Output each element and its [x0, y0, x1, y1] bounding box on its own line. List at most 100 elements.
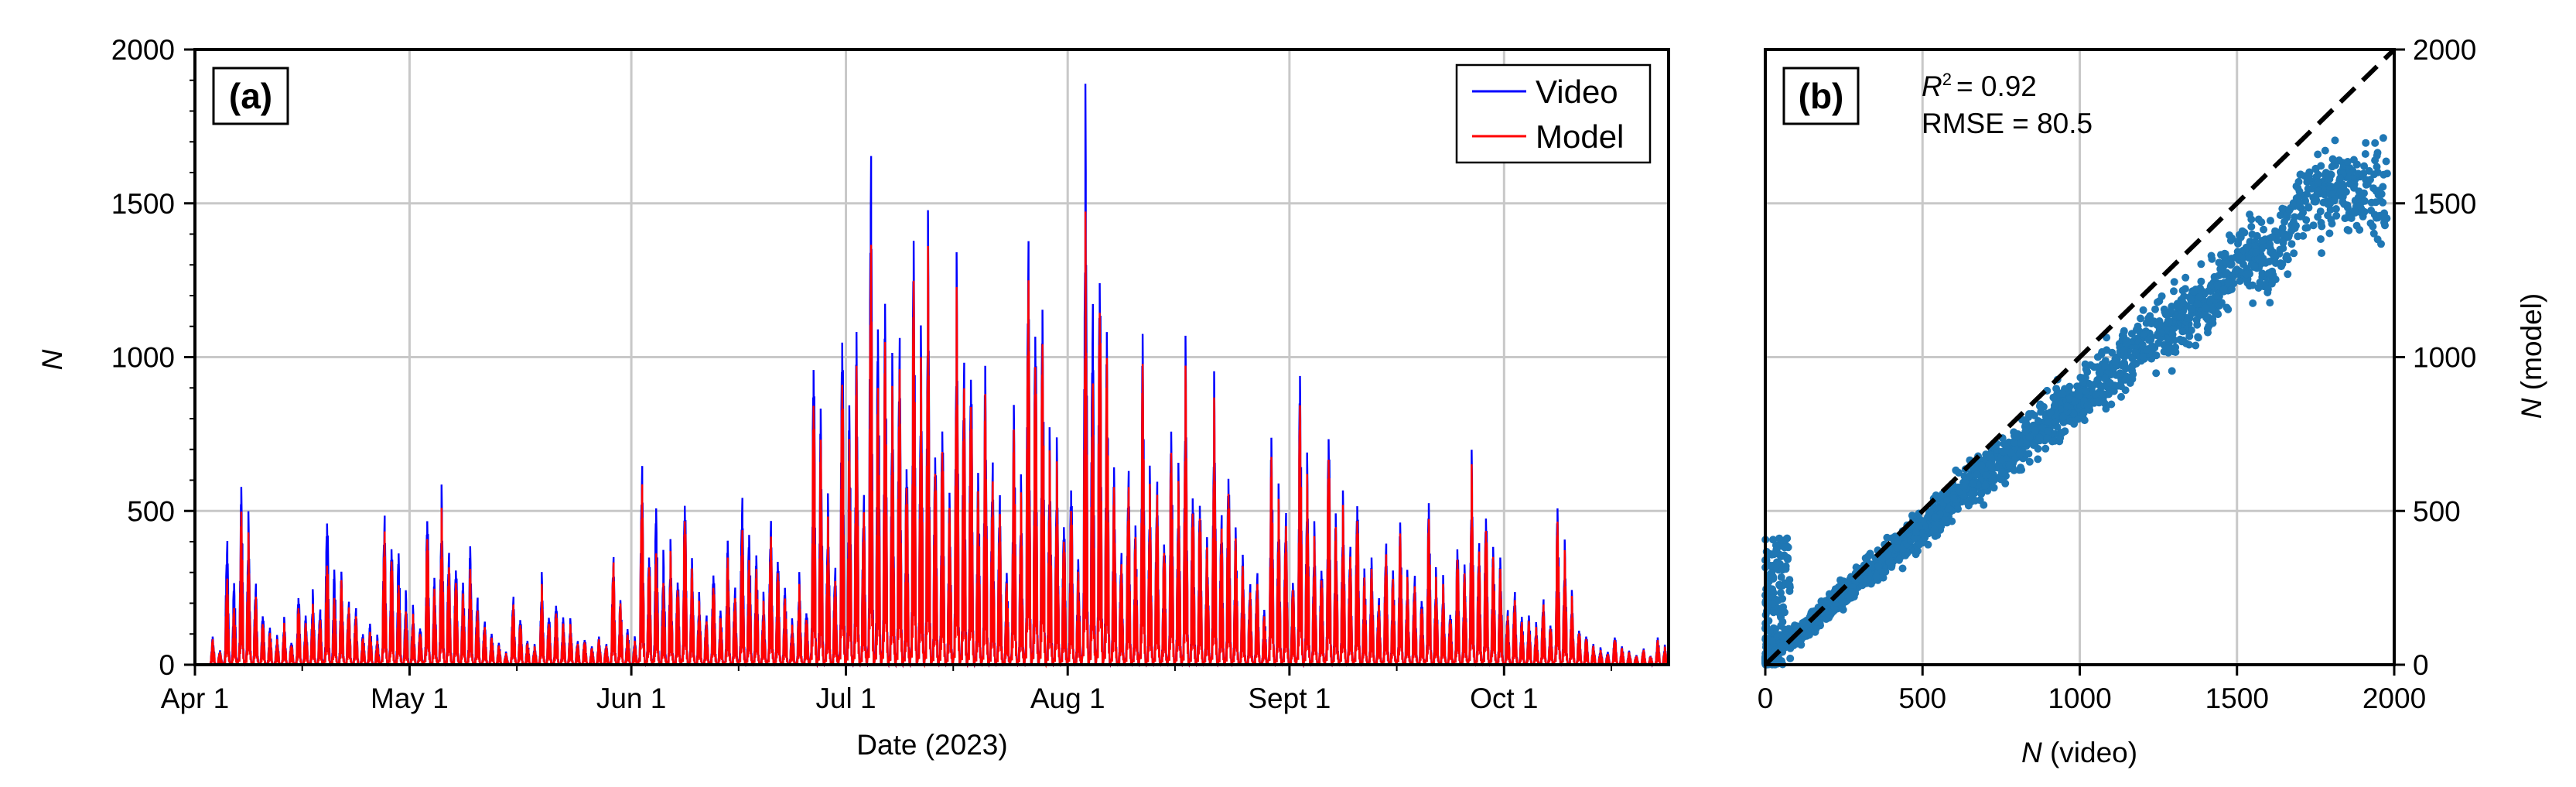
scatter-point	[2058, 389, 2067, 398]
scatter-point	[2304, 184, 2312, 193]
scatter-point	[2289, 217, 2298, 226]
scatter-point	[2265, 258, 2274, 265]
scatter-point	[2128, 354, 2137, 363]
scatter-point	[2254, 215, 2263, 224]
legend-box	[1455, 63, 1652, 164]
panel-a-grid	[193, 48, 1669, 666]
scatter-point	[2224, 278, 2233, 286]
panel-b-xtick-label: 2000	[2362, 683, 2426, 714]
scatter-point	[2207, 281, 2216, 289]
scatter-point	[2253, 231, 2261, 240]
scatter-point	[1815, 618, 1823, 626]
scatter-point	[2137, 314, 2145, 323]
scatter-point	[2271, 275, 2280, 284]
scatter-point	[2095, 399, 2103, 407]
scatter-point	[2151, 305, 2159, 313]
scatter-point	[1921, 533, 1929, 542]
scatter-point	[1777, 621, 1785, 630]
scatter-point	[2195, 293, 2204, 301]
scatter-point	[2206, 295, 2215, 303]
scatter-point	[1872, 573, 1881, 581]
scatter-point	[2046, 408, 2055, 416]
scatter-point	[2371, 139, 2380, 147]
panel-b-points	[1761, 134, 2391, 669]
scatter-point	[1781, 608, 1789, 617]
panel-b-xlabel-suffix: (video)	[2042, 737, 2137, 768]
legend-model-label: Model	[1536, 118, 1624, 155]
scatter-point	[2010, 439, 2018, 447]
scatter-point	[2193, 300, 2202, 309]
scatter-point	[2165, 318, 2173, 327]
panel-b-ytick-label: 1000	[2413, 342, 2476, 374]
scatter-point	[2340, 200, 2349, 208]
scatter-point	[2332, 205, 2340, 213]
scatter-point	[1894, 537, 1902, 546]
scatter-point	[2258, 237, 2267, 245]
scatter-point	[1770, 549, 1778, 558]
scatter-point	[1867, 563, 1876, 571]
scatter-point	[2299, 231, 2308, 240]
scatter-point	[1893, 544, 1901, 552]
panel-a-ytick-label: 2000	[111, 34, 175, 66]
scatter-point	[1775, 580, 1783, 589]
scatter-point	[2096, 368, 2104, 377]
scatter-point	[2314, 170, 2322, 179]
scatter-point	[1915, 522, 1923, 530]
scatter-point	[2222, 269, 2231, 277]
scatter-point	[2010, 466, 2018, 474]
scatter-point	[2205, 322, 2213, 330]
scatter-point	[2101, 361, 2110, 370]
scatter-point	[1964, 501, 1973, 510]
scatter-point	[1959, 483, 1968, 491]
scatter-point	[1925, 508, 1934, 516]
scatter-point	[2007, 448, 2015, 457]
scatter-point	[1777, 642, 1785, 651]
legend-video-label: Video	[1536, 74, 1618, 110]
scatter-point	[2025, 410, 2033, 418]
scatter-point	[2317, 218, 2325, 227]
scatter-point	[2139, 306, 2147, 314]
scatter-point	[2285, 206, 2294, 214]
scatter-point	[2349, 156, 2358, 164]
panel-a-xtick-label: Aug 1	[1030, 683, 1105, 714]
scatter-point	[2120, 359, 2128, 368]
scatter-point	[1912, 529, 1921, 537]
scatter-point	[2380, 170, 2388, 179]
scatter-point	[2138, 340, 2147, 349]
scatter-point	[2257, 245, 2266, 253]
scatter-point	[2050, 402, 2058, 410]
scatter-point	[2102, 405, 2110, 413]
scatter-point	[2213, 281, 2222, 289]
scatter-point	[2204, 328, 2212, 337]
one-to-one-line	[1763, 47, 2397, 667]
scatter-point	[1988, 475, 1997, 484]
panel-a-ytick-label: 0	[159, 649, 175, 681]
scatter-point	[1920, 522, 1929, 530]
scatter-point	[2301, 224, 2310, 232]
scatter-point	[2181, 313, 2190, 322]
scatter-point	[1898, 564, 1907, 573]
scatter-point	[2373, 152, 2381, 160]
scatter-point	[2170, 287, 2178, 296]
scatter-point	[2029, 441, 2038, 450]
scatter-point	[2345, 226, 2353, 234]
scatter-point	[2080, 416, 2089, 425]
scatter-point	[2106, 378, 2114, 387]
scatter-point	[2267, 233, 2276, 241]
scatter-point	[2252, 248, 2260, 257]
panel-b: 0 500 1000 1500 2000 0 500 1000 1500 2000 N (vid…	[1758, 34, 2547, 768]
scatter-point	[2232, 267, 2240, 275]
scatter-point	[2304, 204, 2313, 212]
scatter-point	[2121, 375, 2130, 384]
scatter-point	[2318, 249, 2326, 258]
scatter-point	[2000, 447, 2007, 456]
scatter-point	[2092, 390, 2100, 399]
scatter-point	[2048, 437, 2056, 446]
scatter-point	[2041, 444, 2050, 453]
scatter-point	[2025, 433, 2034, 441]
scatter-point	[2279, 238, 2287, 247]
panel-a-label-box	[212, 67, 289, 125]
scatter-point	[1977, 461, 1986, 470]
scatter-point	[2282, 254, 2291, 262]
scatter-point	[1931, 513, 1939, 522]
